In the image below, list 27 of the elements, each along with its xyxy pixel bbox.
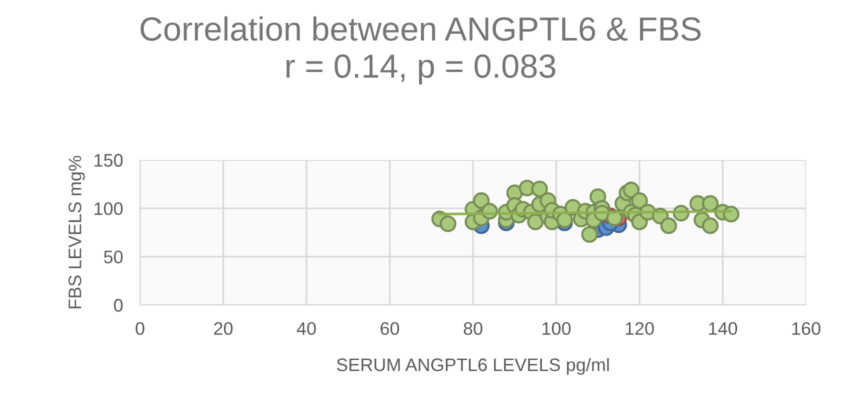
point — [527, 214, 544, 230]
point — [440, 215, 456, 232]
x-tick-label: 100 — [542, 322, 571, 335]
x-tick-label: 80 — [464, 322, 482, 335]
y-tick-label: 100 — [94, 202, 123, 216]
x-tick-label: 0 — [136, 322, 144, 335]
point — [622, 182, 640, 198]
x-tick-label: 120 — [626, 322, 654, 335]
point — [556, 212, 573, 228]
point — [702, 217, 719, 234]
x-tick-label: 20 — [214, 322, 233, 335]
point — [702, 195, 719, 212]
point — [531, 180, 548, 198]
x-tick-label: 60 — [380, 322, 400, 335]
x-tick-label: 140 — [709, 322, 738, 335]
y-tick-label: 50 — [104, 250, 123, 264]
point — [581, 226, 598, 243]
x-axis-title: SERUM ANGPTL6 LEVELS pg/ml — [336, 358, 609, 375]
y-tick-label: 0 — [114, 298, 123, 312]
point — [631, 192, 648, 209]
x-tick-label: 40 — [296, 322, 316, 335]
y-axis-title: FBS LEVELS mg% — [68, 156, 85, 308]
point — [472, 192, 490, 209]
y-tick-label: 150 — [94, 154, 123, 167]
point — [660, 217, 677, 234]
chart-title: Correlation between ANGPTL6 & FBS r = 0.14, p = 0.083 — [140, 16, 701, 85]
x-tick-label: 160 — [792, 322, 820, 335]
